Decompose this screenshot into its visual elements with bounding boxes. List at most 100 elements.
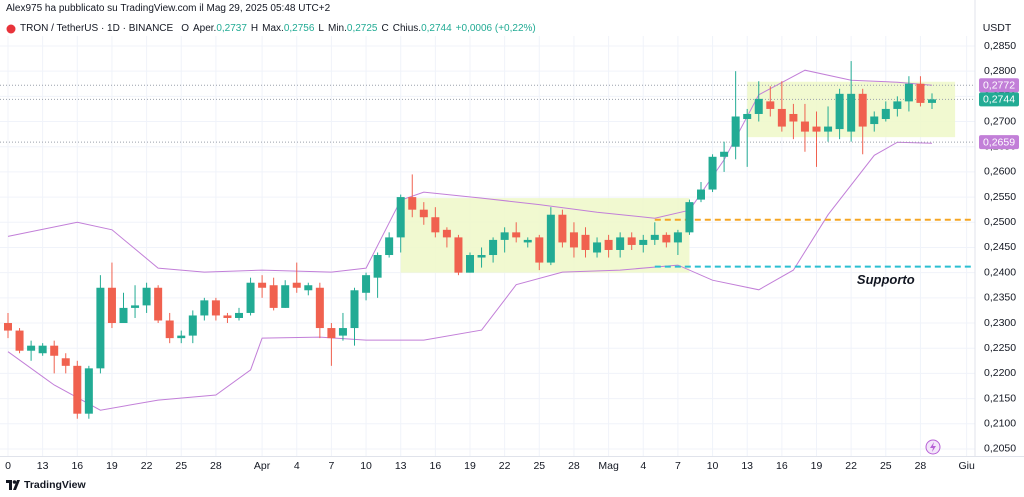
candle-body (569, 232, 578, 248)
candle-body (627, 237, 636, 245)
candle-body (789, 113, 798, 122)
candle-body (223, 315, 232, 318)
bollinger-band (7, 141, 933, 411)
x-tick-label: 22 (141, 460, 153, 472)
candle-body (61, 358, 70, 366)
x-tick-label: 25 (880, 460, 892, 472)
candle-body (246, 282, 255, 313)
candle-body (754, 98, 763, 114)
author-line: Alex975 ha pubblicato su TradingView.com… (6, 3, 331, 14)
ohlc-item: H Max.0,2756 (251, 23, 315, 34)
x-tick-label: 7 (675, 460, 681, 472)
ohlc-label: Chius. (392, 23, 422, 34)
legend: TRON / TetherUS · 1D · BINANCE O Aper.0,2… (6, 23, 536, 34)
candle-body (15, 330, 24, 351)
candle-body (454, 237, 463, 273)
candle-body (327, 328, 336, 339)
candle-body (500, 232, 509, 240)
candle-body (685, 202, 694, 233)
candle-body (477, 255, 486, 258)
x-tick-label: 16 (71, 460, 83, 472)
candle-body (546, 214, 555, 263)
ohlc-value: 0,2756 (283, 23, 315, 34)
x-tick-label: Giu (958, 460, 975, 472)
candle-body (512, 232, 521, 238)
candle-body (812, 126, 821, 132)
candle-body (662, 234, 671, 243)
candle-body (27, 345, 36, 351)
x-tick-label: 25 (533, 460, 545, 472)
y-tick-label: 0,2400 (984, 266, 1016, 278)
y-tick-label: 0,2350 (984, 292, 1016, 304)
plot-area: Supporto (0, 36, 975, 457)
y-tick-label: 0,2800 (984, 65, 1016, 77)
candle-body (4, 323, 12, 331)
price-label: 0,2659 (983, 136, 1015, 148)
candle-body (338, 328, 347, 336)
x-tick-label: 22 (499, 460, 511, 472)
candle-body (893, 101, 902, 109)
y-tick-label: 0,2150 (984, 392, 1016, 404)
candle-body (928, 99, 936, 103)
price-label: 0,2744 (983, 94, 1015, 106)
ohlc-key: L (318, 23, 324, 34)
y-tick-label: 0,2550 (984, 191, 1016, 203)
candle-body (235, 312, 243, 318)
candle-body (177, 335, 186, 339)
candle-body (408, 197, 417, 210)
ohlc-label: Min. (327, 23, 347, 34)
candle-body (824, 126, 833, 132)
x-tick-label: 13 (741, 460, 753, 472)
x-tick-label: 7 (328, 460, 334, 472)
candle-body (350, 290, 359, 329)
brand: TradingView (24, 479, 86, 491)
currency-label: USDT (983, 22, 1012, 34)
candle-body (200, 300, 209, 316)
x-tick-label: 28 (568, 460, 580, 472)
y-tick-label: 0,2450 (984, 241, 1016, 253)
ohlc-item: C Chius.0,2744 (381, 23, 451, 34)
candle-body (593, 242, 602, 253)
candle-body (373, 255, 382, 278)
candle-body (96, 287, 105, 369)
annotation: Supporto (857, 272, 915, 287)
candle-body (858, 93, 867, 127)
x-tick-label: 19 (106, 460, 118, 472)
candle-body (304, 285, 313, 291)
candle-body (673, 232, 682, 243)
candle-body (904, 83, 913, 102)
candle-body (708, 156, 717, 190)
ohlc-key: O (181, 23, 189, 34)
candle-body (419, 209, 428, 218)
x-tick-label: 4 (640, 460, 646, 472)
y-tick-label: 0,2600 (984, 166, 1016, 178)
candle-body (431, 217, 440, 233)
x-tick-label: 10 (707, 460, 719, 472)
x-tick-label: 19 (811, 460, 823, 472)
y-tick-label: 0,2050 (984, 443, 1016, 455)
ohlc-label: Max. (262, 23, 284, 34)
candle-body (142, 287, 151, 306)
ohlc-value: 0,2725 (346, 23, 378, 34)
ohlc-item: L Min.0,2725 (318, 23, 377, 34)
x-tick-label: 22 (845, 460, 857, 472)
candle-body (720, 151, 729, 157)
candle-body (281, 285, 290, 308)
bollinger-band (7, 69, 933, 273)
candle-body (211, 300, 220, 316)
candle-body (188, 315, 197, 336)
candle-body (881, 108, 890, 120)
x-tick-label: Apr (254, 460, 271, 472)
y-tick-label: 0,2100 (984, 418, 1016, 430)
ohlc-value: 0,2744 (421, 23, 452, 34)
candle-body (835, 93, 844, 130)
candle-body (616, 237, 625, 250)
x-tick-label: 13 (37, 460, 49, 472)
candle-body (489, 239, 498, 256)
y-tick-label: 0,2250 (984, 342, 1016, 354)
candle-body (731, 116, 740, 147)
candle-body (119, 307, 128, 324)
